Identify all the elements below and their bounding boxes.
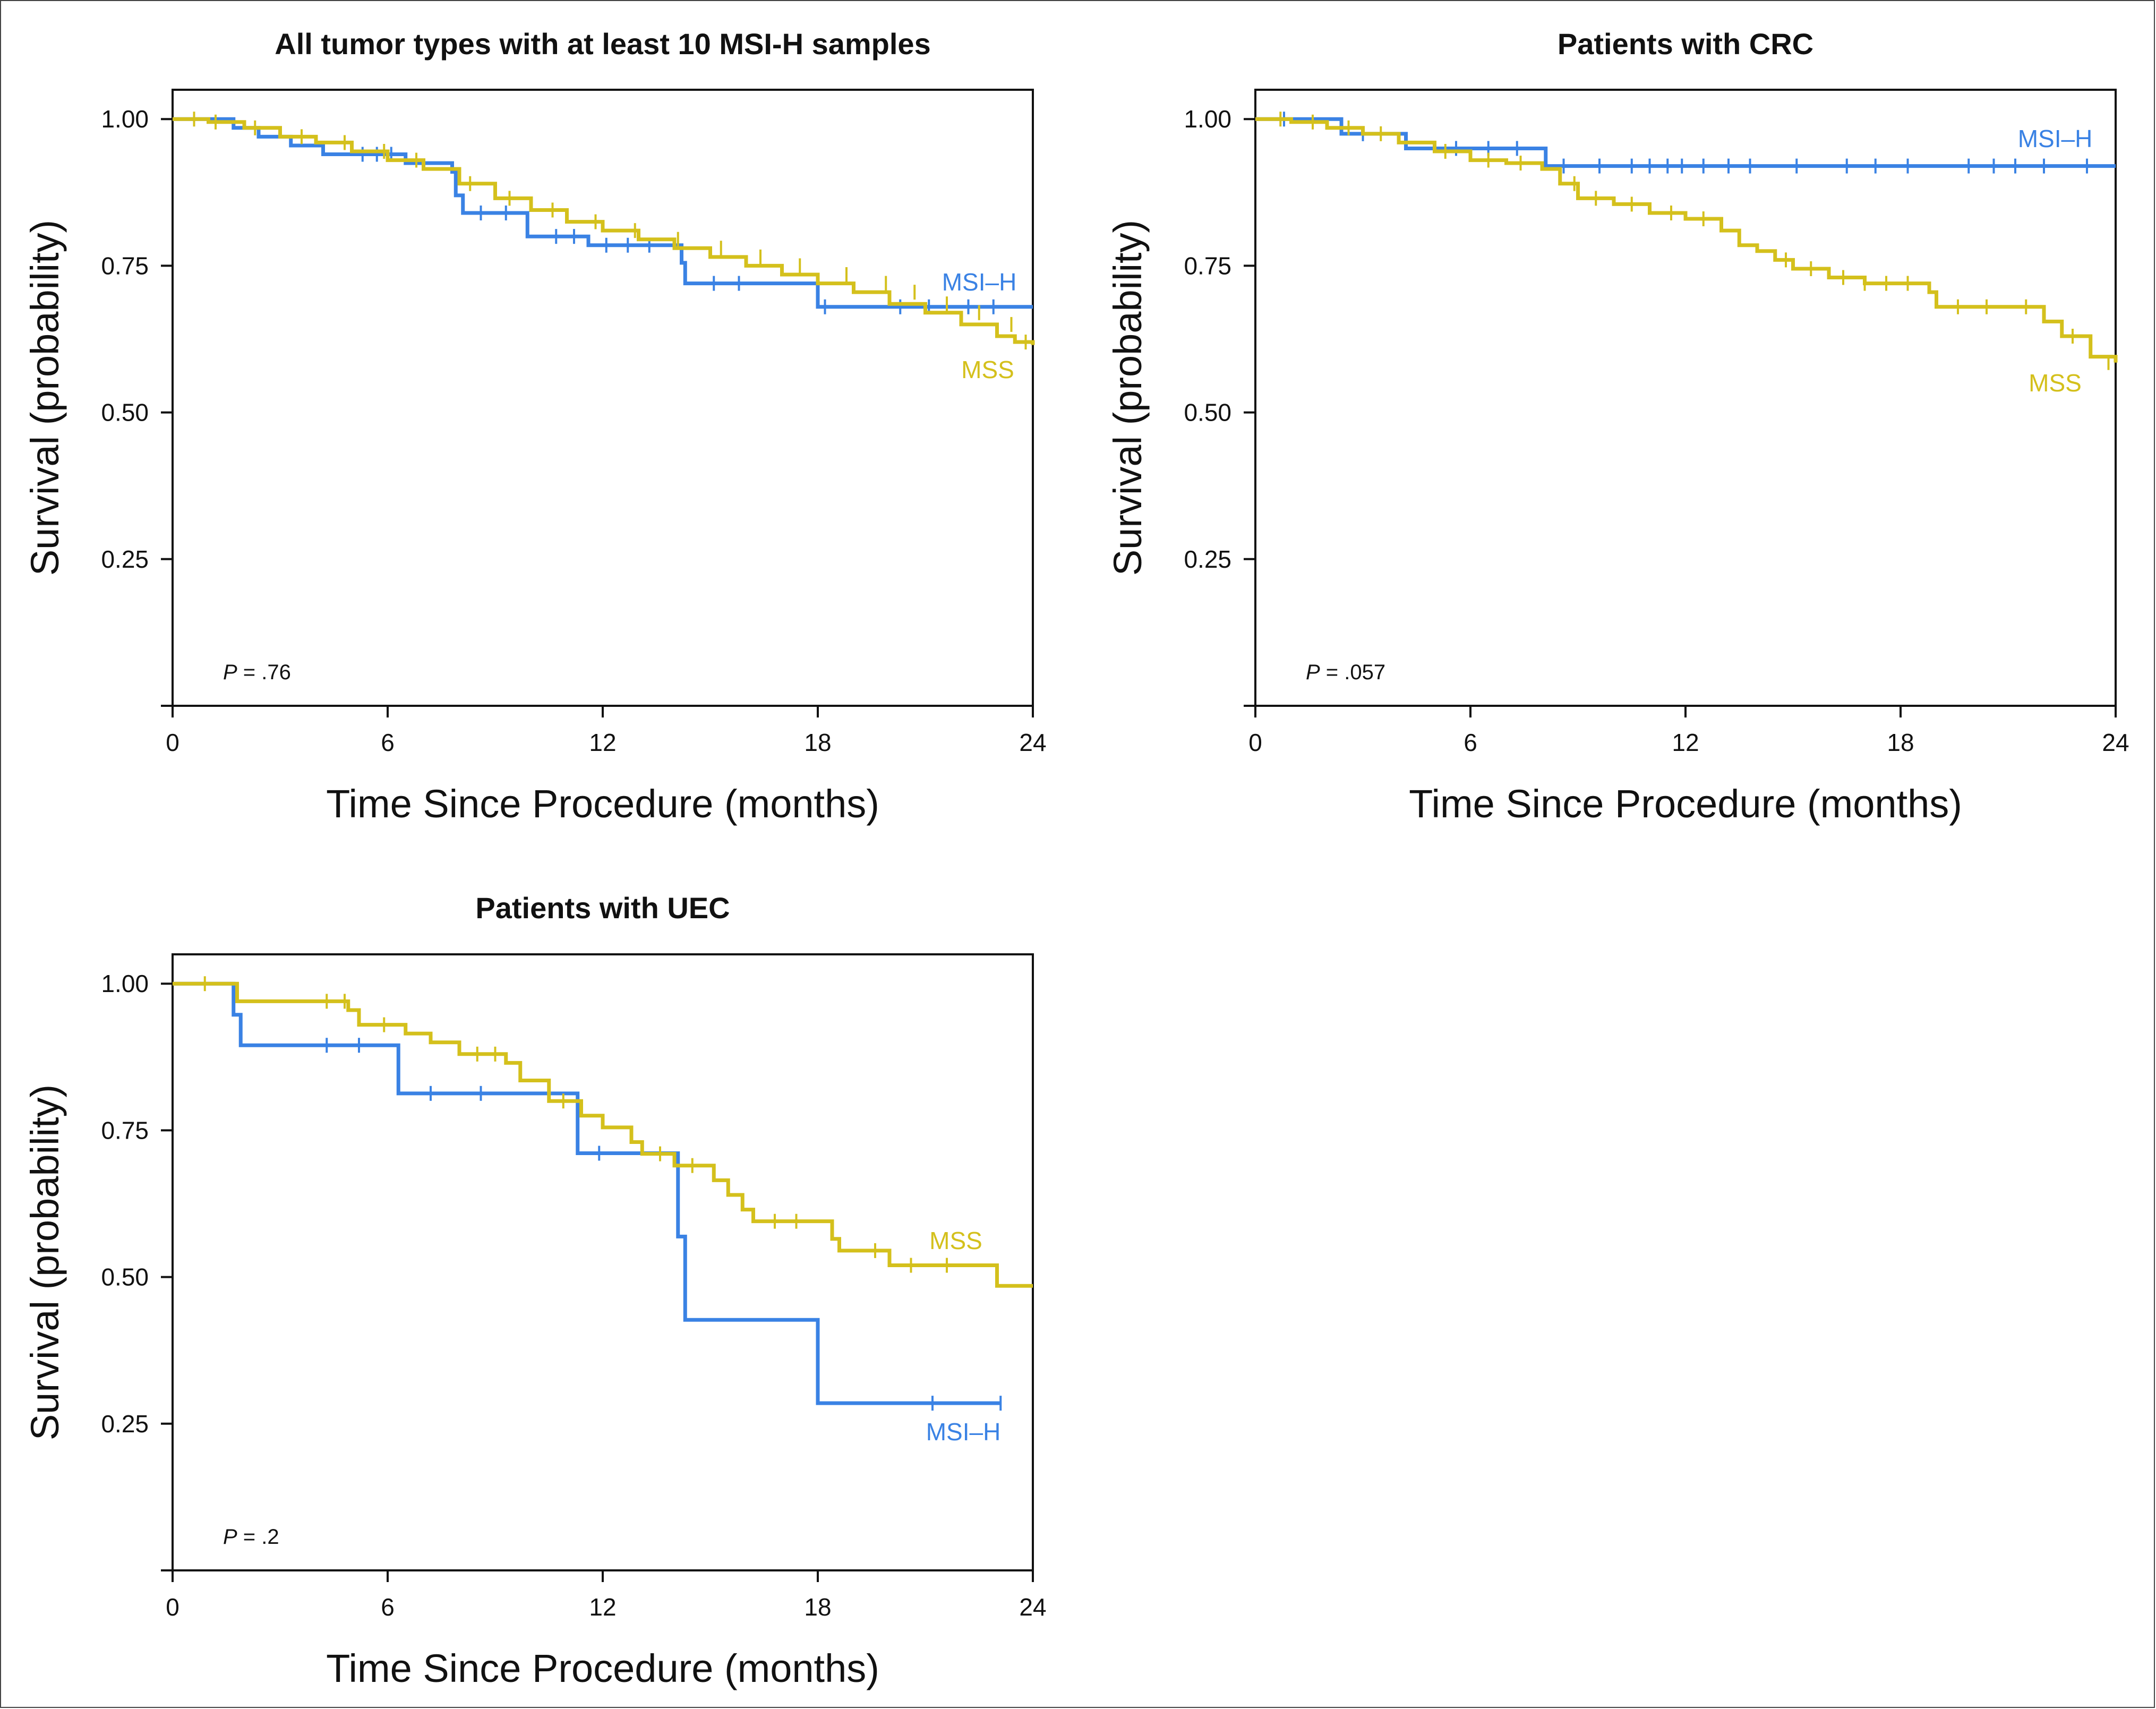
survival-curve <box>173 117 1033 309</box>
series-msih: MSI–H <box>173 981 1002 1446</box>
x-tick-label: 6 <box>1464 729 1477 756</box>
y-tick-label: 1.00 <box>101 105 149 133</box>
y-axis-label: Survival (probability) <box>23 1084 67 1440</box>
series-mss: MSS <box>173 112 1035 383</box>
x-tick-label: 0 <box>166 1593 179 1621</box>
y-tick-label: 1.00 <box>1184 105 1231 133</box>
x-axis-label: Time Since Procedure (months) <box>1409 782 1962 826</box>
series-label: MSI–H <box>2018 125 2093 152</box>
p-value: = .2 <box>237 1525 279 1549</box>
series-msih: MSI–H <box>1255 112 2116 174</box>
x-tick-label: 12 <box>1672 729 1699 756</box>
series-label: MSI–H <box>926 1418 1001 1446</box>
p-symbol: P <box>223 1525 237 1549</box>
survival-curve <box>173 981 1033 1288</box>
chart-panel-all: All tumor types with at least 10 MSI-H s… <box>23 27 1047 826</box>
x-axis-label: Time Since Procedure (months) <box>326 782 879 826</box>
p-value-label: P = .76 <box>223 661 291 684</box>
p-value: = .057 <box>1320 661 1385 684</box>
x-tick-label: 24 <box>2102 729 2129 756</box>
y-tick-label: 0.25 <box>101 545 149 573</box>
y-tick-label: 0.25 <box>101 1410 149 1438</box>
chart-title: All tumor types with at least 10 MSI-H s… <box>275 27 930 61</box>
y-tick-label: 0.75 <box>1184 252 1231 279</box>
x-tick-label: 18 <box>1887 729 1914 756</box>
x-tick-label: 24 <box>1019 1593 1046 1621</box>
chart-panel-uec: Patients with UEC 0 6 12 18 24 0.25 0.50 0.75 1.0… <box>23 891 1047 1690</box>
x-axis-label: Time Since Procedure (months) <box>326 1646 879 1690</box>
plot-frame <box>1254 89 2117 707</box>
chart-title: Patients with UEC <box>475 891 730 925</box>
y-tick-label: 1.00 <box>101 970 149 997</box>
p-symbol: P <box>223 661 237 684</box>
x-tick-label: 6 <box>381 729 395 756</box>
chart-panel-crc: Patients with CRC 0 6 12 18 24 0.25 0.50 0.75 1.0… <box>1106 27 2129 826</box>
x-tick-label: 12 <box>589 1593 616 1621</box>
x-tick-label: 24 <box>1019 729 1046 756</box>
series-label: MSS <box>929 1227 982 1254</box>
y-tick-label: 0.25 <box>1184 545 1231 573</box>
p-value: = .76 <box>237 661 291 684</box>
p-value-label: P = .057 <box>1306 661 1385 684</box>
y-tick-label: 0.50 <box>1184 399 1231 426</box>
x-tick-label: 0 <box>1248 729 1262 756</box>
series-label: MSS <box>961 356 1014 383</box>
survival-curve <box>1255 117 2116 168</box>
series-mss: MSS <box>1255 112 2118 397</box>
survival-curve <box>173 981 1001 1405</box>
series-msih: MSI–H <box>173 117 1033 314</box>
survival-curve <box>173 117 1035 345</box>
p-value-label: P = .2 <box>223 1525 279 1549</box>
series-label: MSS <box>2029 369 2082 397</box>
chart-title: Patients with CRC <box>1558 27 1813 61</box>
y-tick-label: 0.75 <box>101 252 149 279</box>
x-tick-label: 18 <box>804 1593 831 1621</box>
x-tick-label: 6 <box>381 1593 395 1621</box>
y-tick-label: 0.50 <box>101 399 149 426</box>
series-label: MSI–H <box>942 268 1017 296</box>
y-tick-label: 0.75 <box>101 1116 149 1144</box>
p-symbol: P <box>1306 661 1320 684</box>
x-tick-label: 0 <box>166 729 179 756</box>
y-tick-label: 0.50 <box>101 1263 149 1291</box>
x-tick-label: 18 <box>804 729 831 756</box>
series-mss: MSS <box>173 976 1033 1288</box>
plot-frame <box>172 89 1034 707</box>
x-tick-label: 12 <box>589 729 616 756</box>
y-axis-label: Survival (probability) <box>23 220 67 576</box>
survival-curve <box>1255 117 2118 363</box>
y-axis-label: Survival (probability) <box>1106 220 1150 576</box>
